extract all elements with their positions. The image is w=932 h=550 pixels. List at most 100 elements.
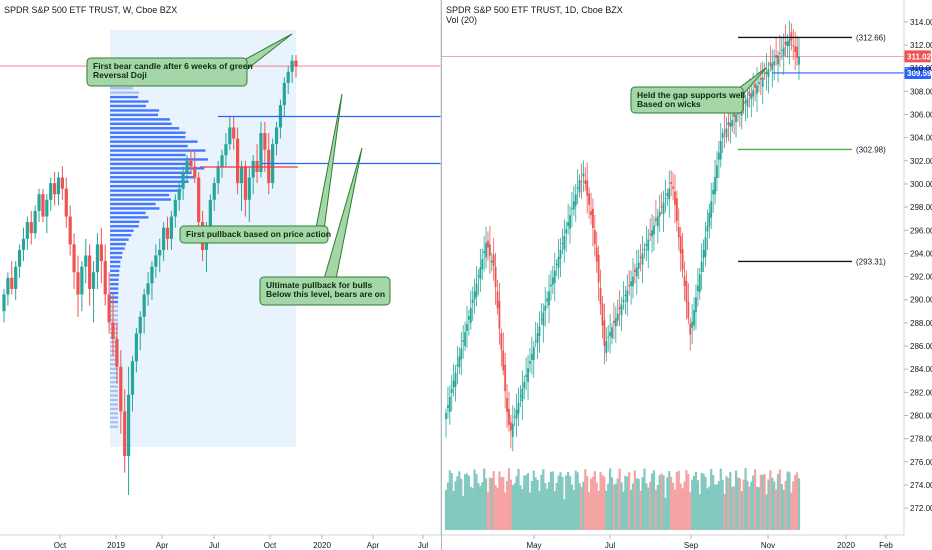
volume-bar xyxy=(456,476,459,530)
volume-bar xyxy=(469,486,472,530)
weekly-candle xyxy=(29,222,33,234)
profile-bar xyxy=(110,122,172,126)
daily-candle xyxy=(719,141,722,160)
profile-bar xyxy=(110,113,158,117)
daily-candle xyxy=(563,236,566,250)
daily-candle xyxy=(767,69,770,77)
daily-candle xyxy=(542,312,545,326)
daily-candle xyxy=(469,307,472,323)
left-chart-pane[interactable]: 311.02301.97293.53 First bear candle aft… xyxy=(0,0,472,550)
volume-bar xyxy=(532,470,535,530)
volume-bar xyxy=(540,474,543,530)
volume-bar xyxy=(595,482,598,530)
daily-candle xyxy=(450,388,453,393)
weekly-candle xyxy=(45,199,49,217)
volume-bar xyxy=(778,469,782,530)
right-y-tick-314: 314.00 xyxy=(910,18,932,27)
daily-candle xyxy=(698,274,701,293)
profile-bar xyxy=(110,291,119,295)
daily-candle xyxy=(712,189,715,195)
daily-candle xyxy=(576,187,579,189)
volume-bar xyxy=(675,472,678,530)
right-y-tick-304: 304.00 xyxy=(910,134,932,143)
profile-bar xyxy=(110,282,119,286)
weekly-candle xyxy=(115,339,119,367)
daily-candle xyxy=(462,340,465,342)
volume-bar xyxy=(467,475,470,530)
daily-candle xyxy=(557,256,560,268)
volume-bar xyxy=(649,481,652,530)
daily-candle xyxy=(779,52,781,54)
daily-candle xyxy=(616,313,619,321)
daily-candle xyxy=(580,180,583,182)
volume-bar xyxy=(782,489,785,530)
volume-bar xyxy=(658,474,661,530)
daily-candle xyxy=(756,85,758,94)
daily-candle xyxy=(578,180,581,193)
daily-candle xyxy=(754,83,757,88)
daily-candle xyxy=(723,130,726,132)
profile-bar xyxy=(110,407,118,411)
volume-bar xyxy=(549,471,553,530)
right-chart-pane[interactable]: (312.66) (302.98) (293.31) 311.02 309.59 Hel… xyxy=(442,0,932,550)
volume-bar xyxy=(494,485,497,530)
daily-candle xyxy=(628,285,631,287)
daily-candle xyxy=(746,98,749,107)
volume-bar xyxy=(687,474,690,530)
right-time-axis[interactable]: May Jul Sep Nov 2020 Feb xyxy=(526,535,893,550)
profile-bar xyxy=(110,394,118,397)
volume-bar xyxy=(729,471,732,530)
daily-candle xyxy=(675,198,678,222)
weekly-candle xyxy=(33,210,37,234)
daily-candle xyxy=(513,416,516,418)
volume-bar xyxy=(614,483,617,530)
daily-candle xyxy=(744,100,747,103)
daily-candle xyxy=(660,206,663,208)
weekly-candle xyxy=(37,194,41,211)
profile-bar xyxy=(110,189,182,192)
daily-candle xyxy=(796,46,798,58)
profile-bar xyxy=(110,233,132,237)
right-level-tag-text: 309.59 xyxy=(907,69,932,78)
right-price-axis[interactable]: 272.00 274.00 276.00 278.00 280.00 282.00 284.… xyxy=(904,18,932,513)
daily-candle xyxy=(634,269,636,272)
daily-candle xyxy=(643,248,646,251)
daily-candle xyxy=(509,422,512,431)
right-y-tick-290: 290.00 xyxy=(910,296,932,305)
weekly-candle xyxy=(239,166,244,184)
volume-bar xyxy=(673,489,677,530)
volume-bar xyxy=(748,486,751,530)
daily-candle xyxy=(447,405,449,409)
right-price-tag-text: 311.02 xyxy=(907,52,932,61)
daily-candle xyxy=(782,47,785,57)
volume-bar xyxy=(795,472,799,530)
daily-candle xyxy=(519,395,522,397)
volume-bar xyxy=(591,476,595,530)
weekly-candle xyxy=(162,227,166,250)
daily-candle xyxy=(590,211,592,216)
daily-candle xyxy=(551,277,554,285)
note-first-pullback-line-1: First pullback based on price action xyxy=(186,229,331,239)
volume-bar xyxy=(479,485,482,530)
volume-bar xyxy=(727,478,730,530)
profile-bar xyxy=(110,211,146,215)
daily-candle xyxy=(630,281,632,287)
weekly-candle xyxy=(243,166,247,200)
volume-bar xyxy=(525,474,528,530)
volume-bar xyxy=(780,483,783,530)
volume-bar xyxy=(536,479,539,530)
right-level-lines: (312.66) (302.98) (293.31) 311.02 309.59 xyxy=(442,33,932,266)
daily-candle xyxy=(555,263,558,265)
profile-bar xyxy=(110,260,121,264)
daily-candle xyxy=(731,120,734,127)
right-y-tick-296: 296.00 xyxy=(910,226,932,235)
daily-candle xyxy=(477,275,480,277)
left-time-axis[interactable]: Oct 2019 Apr Jul Oct 2020 Apr Jul xyxy=(54,535,429,550)
daily-candle xyxy=(721,133,724,138)
daily-candle xyxy=(540,319,543,321)
volume-bar xyxy=(757,487,761,530)
profile-bar xyxy=(110,251,123,255)
daily-candle xyxy=(448,396,451,412)
daily-candle xyxy=(702,249,705,259)
